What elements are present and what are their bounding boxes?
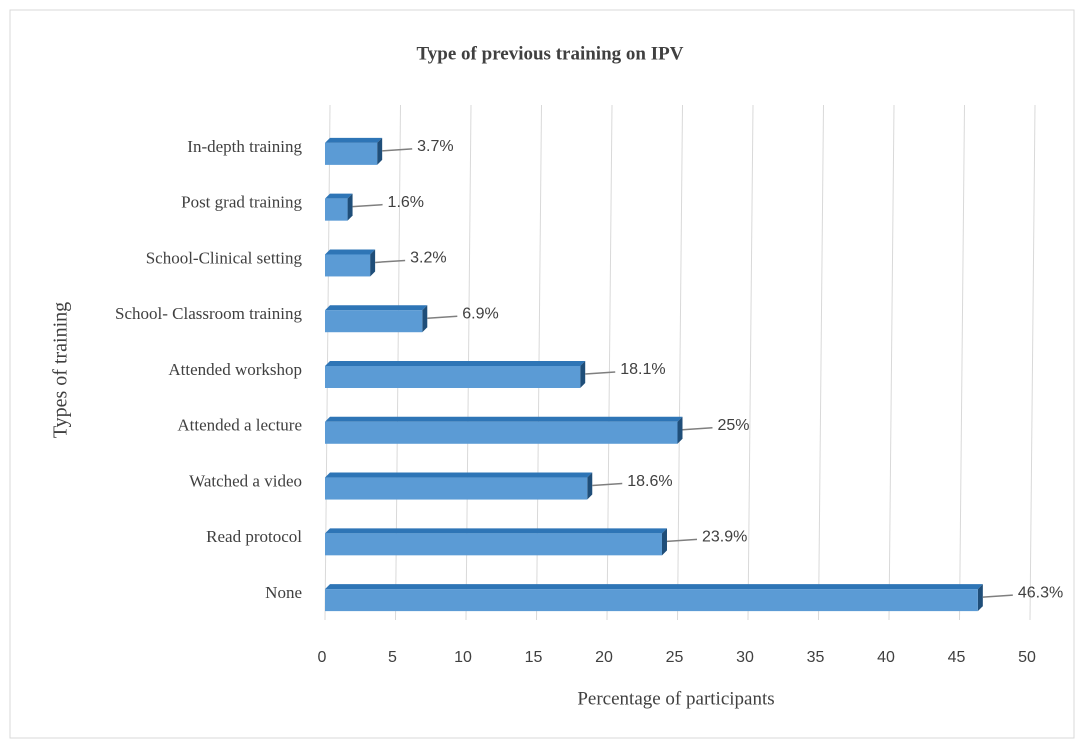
bar-side <box>347 193 353 221</box>
y-tick-label: School-Clinical setting <box>146 248 303 267</box>
bar-side <box>977 584 983 612</box>
leader-line <box>375 259 406 264</box>
bar-top <box>325 528 667 534</box>
leader-line <box>982 594 1013 598</box>
leader-line <box>592 482 623 487</box>
x-tick-label: 30 <box>736 649 754 666</box>
value-label: 46.3% <box>1018 584 1063 601</box>
leader-line <box>382 148 413 152</box>
bar <box>325 366 581 388</box>
y-tick-label: Post grad training <box>181 193 302 212</box>
grid-line <box>959 104 965 621</box>
leader-line <box>585 371 616 375</box>
grid-line <box>747 104 754 621</box>
y-tick-label: In-depth training <box>187 137 302 156</box>
value-label: 3.2% <box>410 250 446 267</box>
grid-line <box>677 104 683 621</box>
value-label: 6.9% <box>462 305 498 322</box>
y-tick-label: Watched a video <box>189 471 302 490</box>
x-tick-label: 15 <box>525 649 543 666</box>
y-tick-label: Attended a lecture <box>177 416 302 435</box>
x-tick-label: 50 <box>1018 649 1036 666</box>
y-axis-title: Types of training <box>50 302 72 438</box>
bar-top <box>325 361 586 366</box>
bar-top <box>325 193 353 199</box>
x-tick-label: 35 <box>807 649 825 666</box>
bar-side <box>370 249 376 277</box>
bar-top <box>325 416 683 422</box>
value-label: 1.6% <box>388 194 424 211</box>
grid-line <box>888 104 895 621</box>
y-tick-label: Attended workshop <box>168 360 302 379</box>
y-tick-label: None <box>265 583 302 602</box>
bar-top <box>325 249 376 255</box>
x-tick-label: 20 <box>595 649 613 666</box>
value-label: 25% <box>718 417 750 434</box>
y-tick-label: Read protocol <box>206 527 302 546</box>
x-tick-label: 0 <box>318 649 327 666</box>
bar-top <box>325 584 983 590</box>
grid-line <box>818 104 824 621</box>
leader-line <box>666 538 698 543</box>
x-tick-label: 45 <box>948 649 966 666</box>
bar <box>325 477 588 500</box>
y-tick-label: School- Classroom training <box>115 304 302 323</box>
bar-side <box>587 472 593 500</box>
chart-title: Type of previous training on IPV <box>417 43 684 64</box>
bar <box>325 589 978 612</box>
x-tick-label: 10 <box>454 649 472 666</box>
bar-side <box>661 528 667 556</box>
value-label: 18.6% <box>627 473 672 490</box>
leader-line <box>427 315 458 319</box>
x-tick-label: 25 <box>666 649 684 666</box>
value-label: 23.9% <box>702 529 747 546</box>
bar <box>325 533 662 556</box>
bar-top <box>325 305 428 311</box>
x-tick-label: 40 <box>877 649 895 666</box>
leader-line <box>682 427 713 431</box>
grid-line <box>1029 104 1036 621</box>
value-label: 3.7% <box>417 138 453 155</box>
x-tick-label: 5 <box>388 649 397 666</box>
bar <box>325 421 678 444</box>
bar-top <box>325 472 593 478</box>
bar <box>325 254 371 277</box>
bar <box>325 310 423 333</box>
bar-side <box>677 416 683 444</box>
bar-side <box>580 361 586 388</box>
leader-line <box>352 203 383 208</box>
bar-side <box>377 137 383 165</box>
bar <box>325 142 378 165</box>
x-axis-title: Percentage of participants <box>577 688 774 709</box>
value-label: 18.1% <box>620 361 665 378</box>
bar-top <box>325 137 383 143</box>
bar <box>325 198 348 221</box>
bar-side <box>422 305 428 333</box>
